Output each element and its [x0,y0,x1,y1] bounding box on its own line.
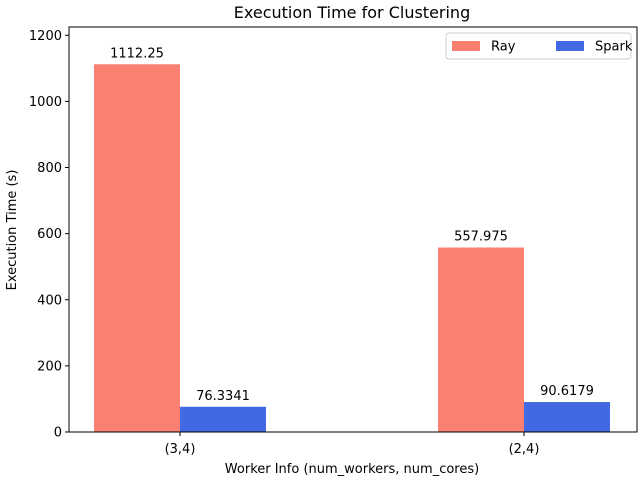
plot-frame [68,26,638,433]
x-tick-label: (2,4) [509,442,540,457]
legend-box [445,32,632,60]
x-tick-label: (3,4) [165,442,196,457]
legend: Ray Spark [445,32,633,60]
y-tick-label: 1200 [29,29,62,44]
chart-title: Execution Time for Clustering [234,3,470,22]
y-tick-label: 200 [37,359,62,374]
y-tick-label: 400 [37,293,62,308]
bar-ray-1 [438,247,524,432]
legend-swatch-ray [452,41,480,51]
bar-ray-0 [94,64,180,433]
legend-swatch-spark [556,41,584,51]
y-tick-label: 0 [54,426,62,441]
y-tick-label: 800 [37,161,62,176]
legend-label-spark: Spark [595,40,633,55]
bar-spark-1 [524,402,610,432]
bar-value-label: 76.3341 [196,389,250,404]
y-tick-label: 1000 [29,95,62,110]
bar-value-label: 90.6179 [540,384,594,399]
bar-value-label: 1112.25 [110,46,164,61]
legend-label-ray: Ray [491,40,516,55]
x-axis-label: Worker Info (num_workers, num_cores) [225,462,479,477]
y-axis-label: Execution Time (s) [5,170,20,291]
y-tick-label: 600 [37,227,62,242]
bar-value-label: 557.975 [454,230,508,245]
bar-spark-0 [180,406,266,432]
